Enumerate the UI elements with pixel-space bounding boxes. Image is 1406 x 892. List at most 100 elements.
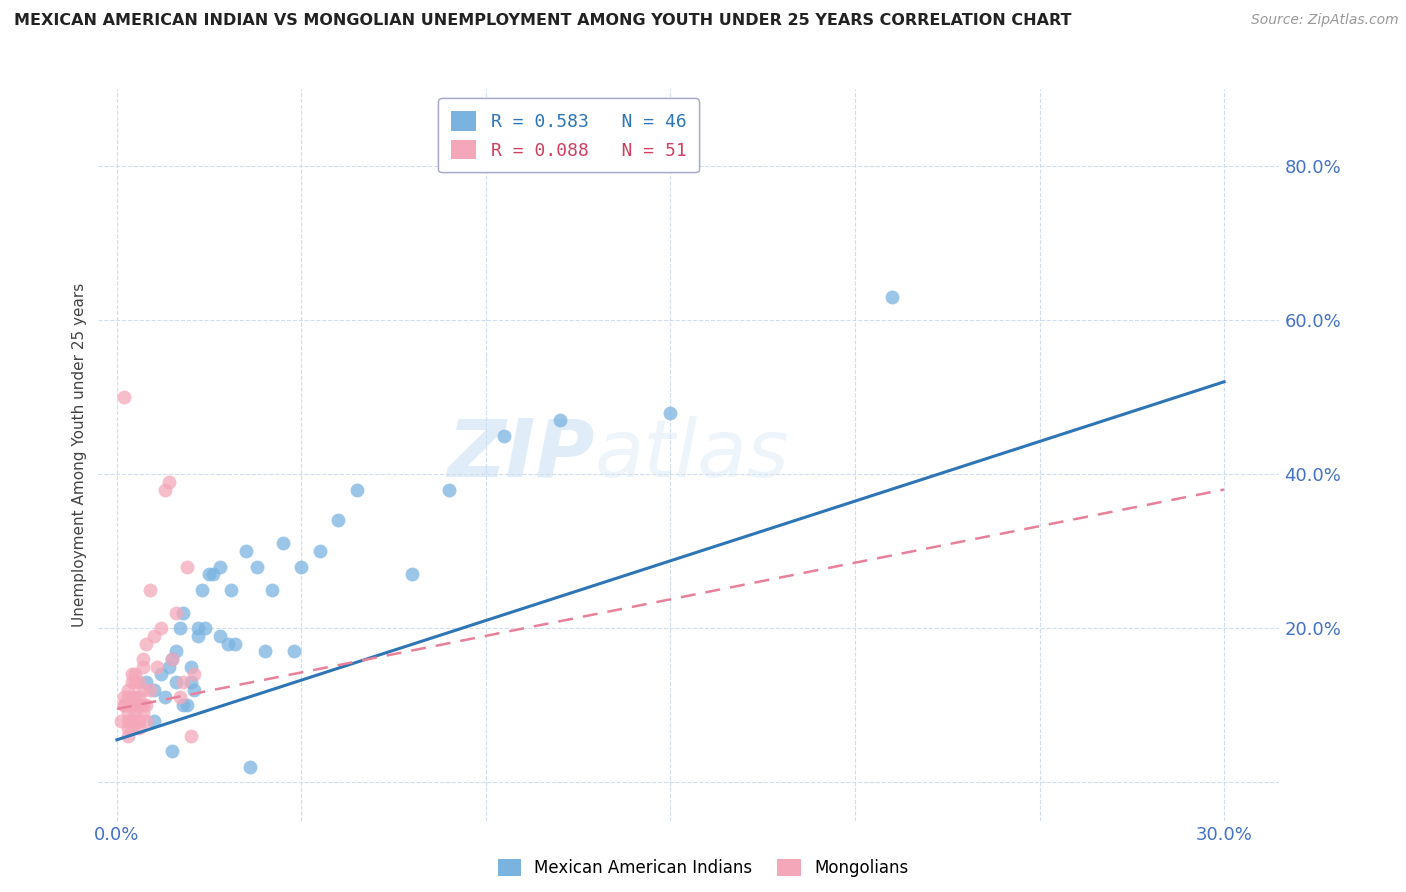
Point	[117, 682, 139, 697]
Point	[117, 698, 139, 713]
Point	[135, 636, 157, 650]
Text: ZIP: ZIP	[447, 416, 595, 494]
Point	[132, 698, 155, 713]
Point	[328, 513, 350, 527]
Point	[117, 706, 139, 720]
Point	[110, 714, 132, 728]
Point	[112, 690, 135, 705]
Point	[162, 744, 183, 758]
Point	[308, 544, 332, 558]
Point	[128, 690, 150, 705]
Point	[135, 675, 157, 690]
Point	[121, 698, 143, 713]
Point	[172, 606, 194, 620]
Point	[132, 706, 155, 720]
Point	[283, 644, 305, 658]
Point	[201, 567, 224, 582]
Point	[217, 636, 239, 650]
Point	[132, 659, 155, 673]
Point	[187, 629, 209, 643]
Point	[124, 698, 146, 713]
Point	[183, 667, 205, 681]
Point	[132, 682, 155, 697]
Point	[401, 567, 423, 582]
Point	[165, 675, 187, 690]
Point	[135, 714, 157, 728]
Point	[246, 559, 269, 574]
Point	[162, 652, 183, 666]
Point	[112, 390, 135, 404]
Point	[548, 413, 571, 427]
Point	[198, 567, 221, 582]
Point	[142, 714, 165, 728]
Point	[124, 690, 146, 705]
Point	[239, 760, 262, 774]
Point	[880, 290, 903, 304]
Point	[124, 698, 146, 713]
Point	[139, 682, 162, 697]
Point	[146, 659, 169, 673]
Point	[437, 483, 460, 497]
Point	[172, 675, 194, 690]
Point	[176, 698, 198, 713]
Point	[153, 483, 176, 497]
Point	[121, 690, 143, 705]
Point	[169, 621, 191, 635]
Legend: R = 0.583   N = 46, R = 0.088   N = 51: R = 0.583 N = 46, R = 0.088 N = 51	[439, 98, 699, 172]
Point	[150, 667, 173, 681]
Point	[135, 698, 157, 713]
Point	[132, 652, 155, 666]
Point	[260, 582, 283, 597]
Point	[124, 667, 146, 681]
Y-axis label: Unemployment Among Youth under 25 years: Unemployment Among Youth under 25 years	[72, 283, 87, 627]
Point	[180, 659, 202, 673]
Point	[121, 667, 143, 681]
Point	[290, 559, 312, 574]
Point	[253, 644, 276, 658]
Point	[187, 621, 209, 635]
Point	[128, 698, 150, 713]
Point	[271, 536, 294, 550]
Point	[128, 675, 150, 690]
Point	[180, 675, 202, 690]
Point	[124, 706, 146, 720]
Point	[224, 636, 246, 650]
Point	[128, 714, 150, 728]
Point	[124, 675, 146, 690]
Point	[117, 690, 139, 705]
Point	[142, 629, 165, 643]
Point	[112, 698, 135, 713]
Point	[112, 698, 135, 713]
Point	[191, 582, 214, 597]
Point	[176, 559, 198, 574]
Point	[209, 629, 232, 643]
Point	[157, 475, 180, 489]
Text: Source: ZipAtlas.com: Source: ZipAtlas.com	[1251, 13, 1399, 28]
Point	[172, 698, 194, 713]
Point	[183, 682, 205, 697]
Point	[346, 483, 368, 497]
Point	[124, 714, 146, 728]
Text: atlas: atlas	[595, 416, 789, 494]
Point	[659, 406, 682, 420]
Point	[165, 644, 187, 658]
Point	[128, 721, 150, 735]
Point	[235, 544, 257, 558]
Point	[157, 659, 180, 673]
Point	[121, 675, 143, 690]
Point	[194, 621, 217, 635]
Point	[153, 690, 176, 705]
Point	[180, 729, 202, 743]
Point	[165, 606, 187, 620]
Point	[219, 582, 242, 597]
Point	[121, 721, 143, 735]
Point	[162, 652, 183, 666]
Point	[142, 682, 165, 697]
Point	[117, 721, 139, 735]
Point	[150, 621, 173, 635]
Point	[139, 582, 162, 597]
Point	[121, 714, 143, 728]
Point	[169, 690, 191, 705]
Point	[494, 428, 516, 442]
Text: MEXICAN AMERICAN INDIAN VS MONGOLIAN UNEMPLOYMENT AMONG YOUTH UNDER 25 YEARS COR: MEXICAN AMERICAN INDIAN VS MONGOLIAN UNE…	[14, 13, 1071, 29]
